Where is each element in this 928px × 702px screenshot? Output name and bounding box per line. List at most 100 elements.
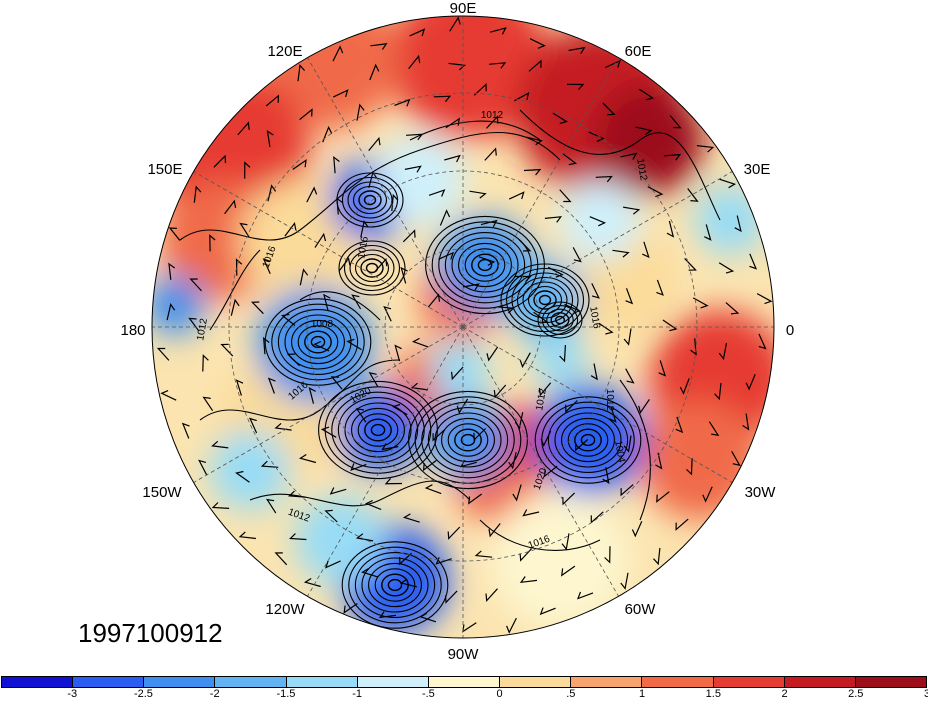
wind-barb <box>193 185 202 203</box>
meridian <box>462 326 619 597</box>
wind-barbs <box>156 16 773 634</box>
isobar <box>387 578 403 592</box>
wind-barb <box>508 191 525 200</box>
wind-barb <box>280 313 296 326</box>
contour-label: 1016 <box>587 306 602 330</box>
wind-barb <box>402 229 416 243</box>
wind-barb <box>512 484 522 502</box>
wind-barb <box>493 384 507 399</box>
wind-barb <box>237 121 250 136</box>
colorbar-swatch <box>642 677 714 687</box>
wind-barb <box>329 487 347 495</box>
isobar <box>505 267 585 333</box>
wind-barb <box>662 319 678 332</box>
longitude-label: 30E <box>744 161 771 178</box>
colorbar-swatch <box>2 677 74 687</box>
wind-barb <box>330 376 343 390</box>
wind-barb <box>370 43 388 50</box>
wind-barb <box>451 366 464 381</box>
wind-barb <box>410 382 429 391</box>
wind-barb <box>299 268 309 286</box>
isobar <box>537 301 583 339</box>
wind-barb <box>265 94 280 107</box>
colorbar-tick-label: 0 <box>496 688 503 700</box>
meridian <box>193 171 464 328</box>
wind-barb <box>742 413 750 431</box>
wind-barb <box>213 154 227 168</box>
wind-barb <box>308 387 316 404</box>
wind-barb <box>474 550 493 558</box>
wind-barb <box>638 88 655 101</box>
wind-barb <box>438 251 454 260</box>
wind-barb <box>368 170 378 189</box>
wind-barb <box>756 293 773 305</box>
colorbar-tick-label: 1 <box>639 688 646 700</box>
wind-barb <box>559 189 572 203</box>
wind-barb <box>224 199 237 215</box>
colorbar-swatch <box>73 677 145 687</box>
wind-barb <box>424 484 442 495</box>
wind-barb <box>284 221 297 237</box>
wind-barb <box>239 222 250 238</box>
meridian <box>307 326 464 597</box>
wind-barb <box>473 82 487 96</box>
wind-barb <box>462 283 480 291</box>
wind-barb <box>368 372 379 388</box>
parallel <box>384 248 542 406</box>
wind-barb <box>422 459 437 472</box>
wind-barb <box>575 439 589 452</box>
isobar <box>409 120 541 141</box>
wind-barb <box>419 612 437 623</box>
colorbar-tick-label: 2 <box>781 688 788 700</box>
wind-barb <box>267 184 277 202</box>
meridian <box>307 57 464 328</box>
wind-barb <box>508 452 517 470</box>
wind-barb <box>432 428 446 442</box>
wind-barb <box>480 219 498 228</box>
isobar <box>550 312 570 328</box>
wind-barb <box>478 256 496 266</box>
isobar <box>352 185 388 215</box>
wind-barb <box>297 64 306 82</box>
wind-barb <box>518 238 532 252</box>
longitude-label: 120E <box>267 43 302 60</box>
contour-label: 1016 <box>356 235 371 259</box>
wind-barb <box>266 129 274 148</box>
wind-barb <box>497 306 515 314</box>
isobar <box>304 330 332 354</box>
isobar <box>331 391 425 469</box>
wind-barb <box>323 293 331 311</box>
isobar <box>500 263 590 337</box>
wind-barb <box>653 547 661 566</box>
wind-barb <box>333 156 340 174</box>
wind-barb <box>235 470 250 483</box>
colorbar-swatch <box>784 677 856 687</box>
isobar <box>534 396 642 484</box>
isobar <box>458 242 512 288</box>
wind-barb <box>528 59 542 72</box>
wind-barb <box>604 546 611 564</box>
wind-barb <box>444 590 458 604</box>
wind-barb <box>734 215 742 233</box>
isobar <box>533 290 557 310</box>
wind-barb <box>602 466 610 484</box>
wind-barb <box>202 354 209 372</box>
wind-barb <box>687 188 699 202</box>
longitude-label: 150W <box>142 484 182 501</box>
colorbar <box>1 676 927 688</box>
wind-barb <box>623 435 632 453</box>
isobar <box>547 407 629 473</box>
wind-barb <box>547 266 564 278</box>
wind-barb <box>568 46 586 55</box>
wind-barb <box>202 396 214 412</box>
parallel <box>228 92 698 562</box>
colorbar-tick-label: 2.5 <box>848 688 864 700</box>
wind-barb <box>400 266 408 284</box>
wind-barb <box>351 294 362 310</box>
wind-barb <box>209 234 216 252</box>
wind-barb <box>642 241 650 259</box>
isobar <box>344 402 412 458</box>
isobar <box>546 308 574 332</box>
colorbar-tick-label: -.5 <box>421 688 435 700</box>
isobar <box>527 285 563 315</box>
